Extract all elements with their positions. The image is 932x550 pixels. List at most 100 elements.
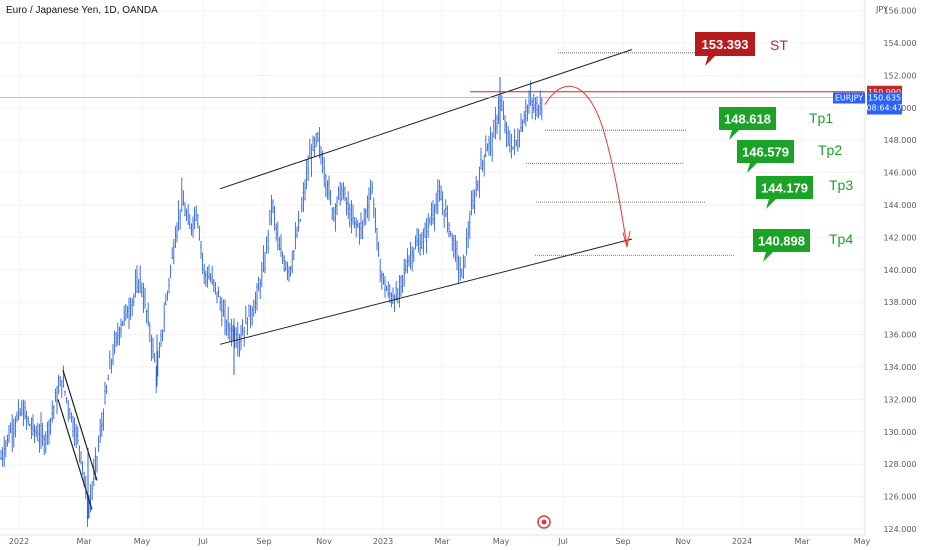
price-bar xyxy=(200,240,202,260)
price-bar xyxy=(256,283,258,311)
price-bar xyxy=(222,299,225,317)
current-badge-bg xyxy=(867,92,902,115)
price-bar xyxy=(197,213,199,229)
price-bar xyxy=(37,422,39,442)
price-bar xyxy=(294,221,297,250)
stop-badge-value: 153.393 xyxy=(702,37,749,52)
price-bar xyxy=(381,271,383,290)
price-bar xyxy=(113,330,116,355)
price-bar xyxy=(272,199,274,214)
price-bar xyxy=(414,235,417,250)
price-bar xyxy=(240,324,242,351)
price-bar xyxy=(425,218,428,254)
price-bar xyxy=(283,255,285,273)
price-bar xyxy=(526,104,529,122)
price-bar xyxy=(318,127,321,159)
price-bar xyxy=(496,114,498,134)
price-bar xyxy=(541,97,543,121)
price-axis[interactable]: JPY 156.000154.000152.000150.000148.0001… xyxy=(833,0,917,535)
price-bar xyxy=(21,399,23,417)
price-bar xyxy=(334,203,337,232)
price-bar xyxy=(227,306,229,339)
price-bars xyxy=(0,77,543,527)
price-bar xyxy=(59,375,61,387)
price-bar xyxy=(446,205,449,233)
price-bar xyxy=(301,196,303,213)
price-bar xyxy=(224,299,226,336)
price-bar xyxy=(478,166,481,198)
price-bar xyxy=(379,258,381,282)
price-bar xyxy=(206,266,209,288)
price-bar xyxy=(241,319,244,336)
price-bar xyxy=(38,423,41,453)
price-bar xyxy=(440,185,442,201)
price-bar xyxy=(149,322,151,343)
price-bar xyxy=(382,272,385,285)
price-bar xyxy=(417,228,420,253)
price-bar xyxy=(72,415,74,438)
target-event-icon[interactable] xyxy=(537,515,551,529)
price-bar xyxy=(510,133,513,159)
price-bar xyxy=(280,234,282,257)
price-bar xyxy=(502,100,505,121)
price-bar xyxy=(30,417,33,439)
price-bar xyxy=(275,223,277,241)
price-bar xyxy=(333,206,335,222)
target-badge-2: 146.579 xyxy=(737,140,794,173)
price-bar xyxy=(320,146,322,165)
price-bar xyxy=(91,481,93,501)
price-bar xyxy=(528,90,530,115)
target-badge-3-shape xyxy=(756,176,813,209)
price-bar xyxy=(473,189,476,214)
price-bar xyxy=(293,249,295,261)
price-bar xyxy=(437,179,439,215)
price-bar xyxy=(17,399,20,421)
price-bar xyxy=(344,186,346,202)
x-tick-label: May xyxy=(134,537,151,546)
price-bar xyxy=(317,131,319,143)
price-bar xyxy=(209,272,212,283)
price-bar xyxy=(424,222,426,239)
y-tick-label: 148.000 xyxy=(883,136,916,145)
price-bar xyxy=(365,208,367,225)
price-bar xyxy=(360,212,362,240)
price-bar xyxy=(529,80,532,106)
price-bar xyxy=(115,331,117,347)
x-tick-label: Sep xyxy=(615,537,630,546)
x-tick-label: May xyxy=(493,537,510,546)
price-bar xyxy=(315,132,317,147)
price-bar xyxy=(494,106,497,140)
price-bar xyxy=(438,179,441,202)
price-bar xyxy=(203,264,205,284)
price-bar xyxy=(125,304,127,321)
price-bar xyxy=(190,223,193,236)
target-label-4: Tp4 xyxy=(829,231,853,247)
y-tick-label: 132.000 xyxy=(883,395,916,404)
price-bar xyxy=(413,247,415,263)
price-bar xyxy=(41,422,44,446)
x-tick-label: Sep xyxy=(256,537,271,546)
x-tick-label: Nov xyxy=(675,537,691,546)
axis-currency: JPY xyxy=(875,5,888,14)
time-axis[interactable]: 2022 Mar May Jul Sep Nov 2023 Mar May Jul Sep Nov 20… xyxy=(0,515,871,546)
price-bar xyxy=(217,286,220,297)
price-bar xyxy=(133,293,135,307)
price-bar xyxy=(297,210,300,232)
price-bar xyxy=(32,414,34,436)
price-bar xyxy=(493,119,495,138)
price-bar xyxy=(459,256,461,281)
price-bar xyxy=(390,292,393,308)
price-bar xyxy=(432,200,434,225)
x-tick-label: 2024 xyxy=(732,537,752,546)
price-bar xyxy=(208,264,210,280)
price-bar xyxy=(254,291,257,314)
projection-arrow-head xyxy=(622,230,631,248)
flag-line xyxy=(57,399,93,510)
price-bar xyxy=(48,419,50,445)
price-bar xyxy=(451,233,453,252)
price-bar xyxy=(361,220,364,240)
target-badge-4: 140.898 xyxy=(753,229,810,262)
price-bar xyxy=(355,217,357,238)
price-bar xyxy=(299,218,301,223)
